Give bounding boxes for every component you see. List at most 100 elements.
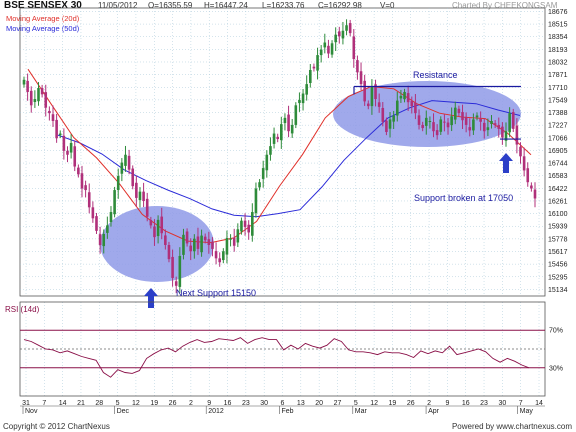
- price-tick-label: 16422: [548, 186, 568, 193]
- candle-body: [211, 241, 214, 249]
- candle-body: [149, 220, 153, 226]
- price-tick-label: 17388: [548, 110, 568, 117]
- x-day-label: 19: [150, 400, 158, 407]
- candle-body: [424, 117, 428, 126]
- x-month-label: Nov: [25, 408, 38, 415]
- price-tick-label: 17710: [548, 85, 568, 92]
- x-day-label: 31: [22, 400, 30, 407]
- ma50-line: [57, 100, 521, 218]
- resistance-layer: [353, 85, 521, 140]
- rsi-frame: [19, 301, 546, 397]
- candle-body: [272, 133, 276, 144]
- candle-body: [501, 126, 504, 138]
- candle-body: [486, 127, 490, 131]
- x-day-label: 16: [462, 400, 470, 407]
- candle-body: [443, 121, 446, 123]
- x-day-label: 2: [189, 400, 193, 407]
- candle-body: [131, 168, 135, 187]
- candle-body: [453, 107, 457, 120]
- support-broken-arrow-icon: [499, 153, 513, 173]
- chart-header: BSE SENSEX 30 11/05/2012 O=16355.59 H=16…: [0, 0, 576, 12]
- x-day-label: 7: [519, 400, 523, 407]
- candle-body: [330, 43, 334, 55]
- candle-body: [414, 102, 417, 114]
- price-tick-label: 15939: [548, 224, 568, 231]
- x-day-label: 28: [95, 400, 103, 407]
- quote-close: C=16292.98: [318, 1, 362, 10]
- candle-body: [95, 216, 98, 231]
- candle-body: [305, 84, 308, 95]
- price-tick-label: 16261: [548, 198, 568, 205]
- candle-body: [490, 121, 493, 124]
- candle-body: [102, 234, 106, 247]
- candle-body: [482, 122, 486, 132]
- candle-body: [87, 192, 91, 208]
- quote-open: O=16355.59: [148, 1, 193, 10]
- candle-body: [479, 118, 482, 122]
- candle-body: [84, 185, 87, 191]
- candle-body: [265, 154, 269, 171]
- x-month-label: May: [520, 408, 534, 415]
- candle-body: [406, 93, 410, 103]
- candle-body: [428, 121, 432, 123]
- candle-body: [421, 124, 424, 129]
- candle-body: [109, 212, 113, 223]
- candle-body: [450, 116, 453, 126]
- candle-body: [33, 99, 37, 103]
- x-day-label: 23: [480, 400, 488, 407]
- candle-body: [193, 238, 196, 252]
- price-tick-label: 15778: [548, 236, 568, 243]
- quote-low: L=16233.76: [262, 1, 305, 10]
- candle-body: [236, 229, 240, 243]
- candle-body: [464, 116, 468, 125]
- candle-body: [392, 115, 395, 122]
- price-tick-label: 18193: [548, 47, 568, 54]
- candle-body: [113, 190, 116, 215]
- candle-body: [124, 154, 127, 166]
- x-day-label: 12: [370, 400, 378, 407]
- x-day-label: 6: [281, 400, 285, 407]
- candle-body: [359, 71, 363, 85]
- x-day-label: 26: [169, 400, 177, 407]
- candle-body: [69, 142, 73, 153]
- candle-body: [22, 79, 26, 85]
- ma50-layer: [57, 100, 521, 218]
- quote-high: H=16447.24: [204, 1, 248, 10]
- support-zone-ellipse: [100, 206, 214, 282]
- candle-body: [91, 207, 95, 219]
- price-tick-label: 17549: [548, 97, 568, 104]
- candle-body: [40, 88, 44, 95]
- price-tick-label: 17871: [548, 72, 568, 79]
- price-y-axis: 15134 15295 15456 15617 15778 15939 16100 16261…: [548, 9, 568, 294]
- candle-body: [435, 130, 439, 136]
- candle-body: [345, 25, 348, 31]
- rsi-panel: 30% 70%: [19, 301, 563, 397]
- candle-body: [44, 92, 48, 108]
- x-day-label: 26: [407, 400, 415, 407]
- quote-date: 11/05/2012: [98, 1, 138, 10]
- x-month-label: Feb: [282, 408, 294, 415]
- candle-body: [417, 115, 421, 125]
- highlight-zones: [100, 81, 521, 282]
- candle-body: [530, 185, 533, 189]
- next-support-label: Next Support 15150: [176, 288, 256, 298]
- x-month-label: 2012: [208, 408, 224, 415]
- candle-body: [251, 212, 254, 236]
- x-day-label: 30: [498, 400, 506, 407]
- legend-ma20: Moving Average (20d): [6, 14, 80, 23]
- candle-body: [185, 231, 189, 244]
- price-tick-label: 17066: [548, 135, 568, 142]
- candle-body: [472, 119, 475, 131]
- candle-body: [294, 105, 298, 125]
- candle-body: [511, 112, 515, 129]
- powered-by-text: Powered by www.chartnexus.com: [451, 422, 572, 431]
- candle-body: [48, 110, 51, 114]
- x-day-label: 12: [132, 400, 140, 407]
- candle-body: [283, 117, 287, 124]
- x-day-label: 2: [427, 400, 431, 407]
- x-day-label: 14: [535, 400, 543, 407]
- charted-by: Charted By CHEEKONGSAM: [452, 1, 558, 10]
- candle-body: [167, 244, 171, 260]
- candle-body: [243, 220, 247, 227]
- candle-body: [240, 220, 243, 232]
